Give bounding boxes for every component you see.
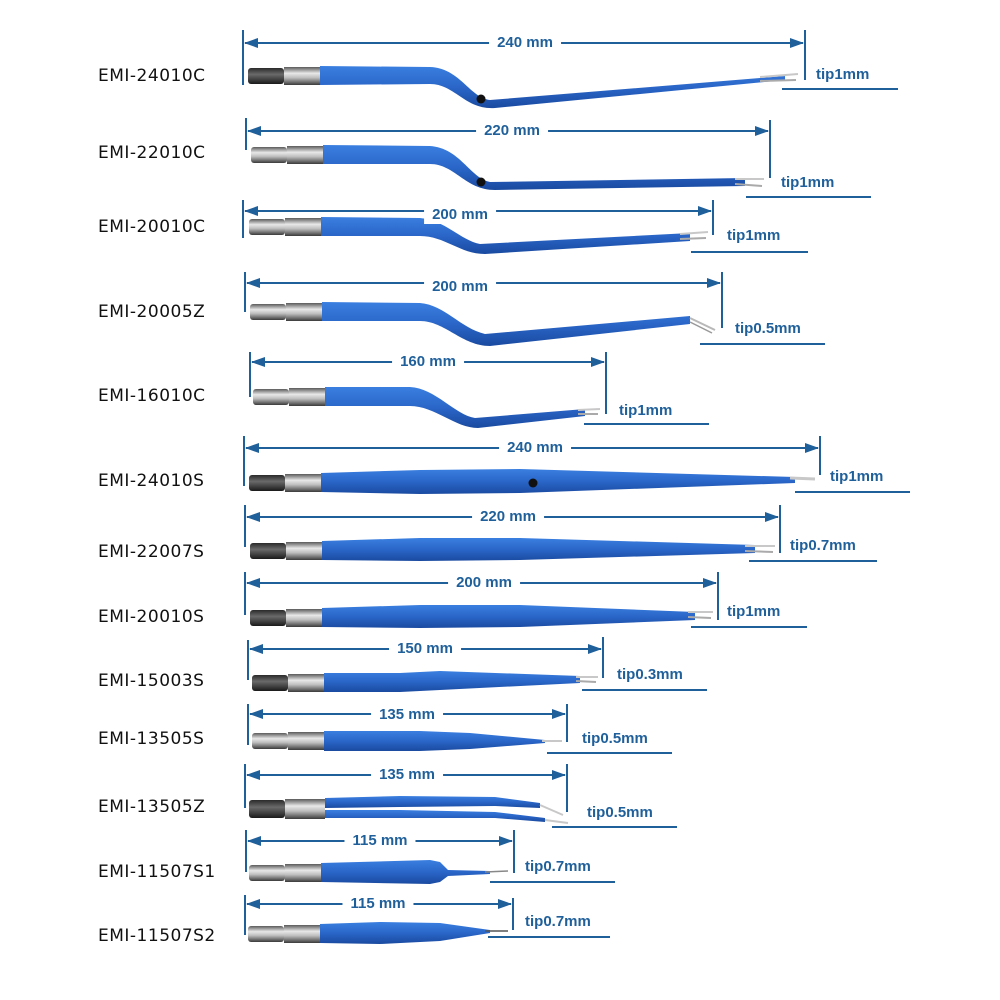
length-label: 240 mm — [499, 439, 571, 457]
length-label: 135 mm — [371, 766, 443, 784]
model-label: EMI-22007S — [98, 542, 205, 562]
model-label: EMI-24010S — [98, 471, 205, 491]
model-label: EMI-24010C — [98, 66, 206, 86]
tip-size-label: tip0.5mm — [582, 730, 648, 747]
length-label: 115 mm — [344, 832, 416, 850]
length-label: 220 mm — [476, 122, 548, 140]
tip-size-label: tip0.5mm — [587, 804, 653, 821]
model-label: EMI-13505Z — [98, 797, 206, 817]
instrument-row-6 — [243, 436, 910, 494]
model-label: EMI-11507S2 — [98, 926, 216, 946]
model-label: EMI-22010C — [98, 143, 206, 163]
model-label: EMI-20005Z — [98, 302, 206, 322]
tip-size-label: tip0.3mm — [617, 666, 683, 683]
length-label: 160 mm — [392, 353, 464, 371]
model-label: EMI-11507S1 — [98, 862, 216, 882]
tip-size-label: tip1mm — [727, 603, 781, 620]
model-label: EMI-15003S — [98, 671, 205, 691]
instrument-row-12 — [245, 830, 615, 884]
instrument-row-1 — [242, 30, 898, 109]
length-label: 200 mm — [424, 206, 496, 224]
tip-size-label: tip0.7mm — [525, 913, 591, 930]
tip-size-label: tip1mm — [727, 227, 781, 244]
length-label: 115 mm — [342, 895, 414, 913]
length-label: 220 mm — [472, 508, 544, 526]
tip-size-label: tip0.7mm — [525, 858, 591, 875]
instrument-row-3 — [242, 200, 808, 254]
instrument-row-8 — [244, 572, 807, 628]
tip-size-label: tip1mm — [781, 174, 835, 191]
length-label: 150 mm — [389, 640, 461, 658]
tip-size-label: tip1mm — [830, 468, 884, 485]
model-label: EMI-16010C — [98, 386, 206, 406]
length-label: 240 mm — [489, 34, 561, 52]
tip-size-label: tip0.7mm — [790, 537, 856, 554]
tip-size-label: tip1mm — [619, 402, 673, 419]
length-label: 200 mm — [448, 574, 520, 592]
instrument-row-7 — [244, 505, 877, 562]
model-label: EMI-13505S — [98, 729, 205, 749]
tip-size-label: tip0.5mm — [735, 320, 801, 337]
instrument-row-10 — [247, 704, 672, 754]
model-label: EMI-20010C — [98, 217, 206, 237]
length-label: 135 mm — [371, 706, 443, 724]
length-label: 200 mm — [424, 278, 496, 296]
instrument-row-2 — [245, 118, 871, 198]
tip-size-label: tip1mm — [816, 66, 870, 83]
model-label: EMI-20010S — [98, 607, 205, 627]
instrument-row-4 — [244, 272, 825, 346]
instrument-row-13 — [244, 895, 610, 944]
